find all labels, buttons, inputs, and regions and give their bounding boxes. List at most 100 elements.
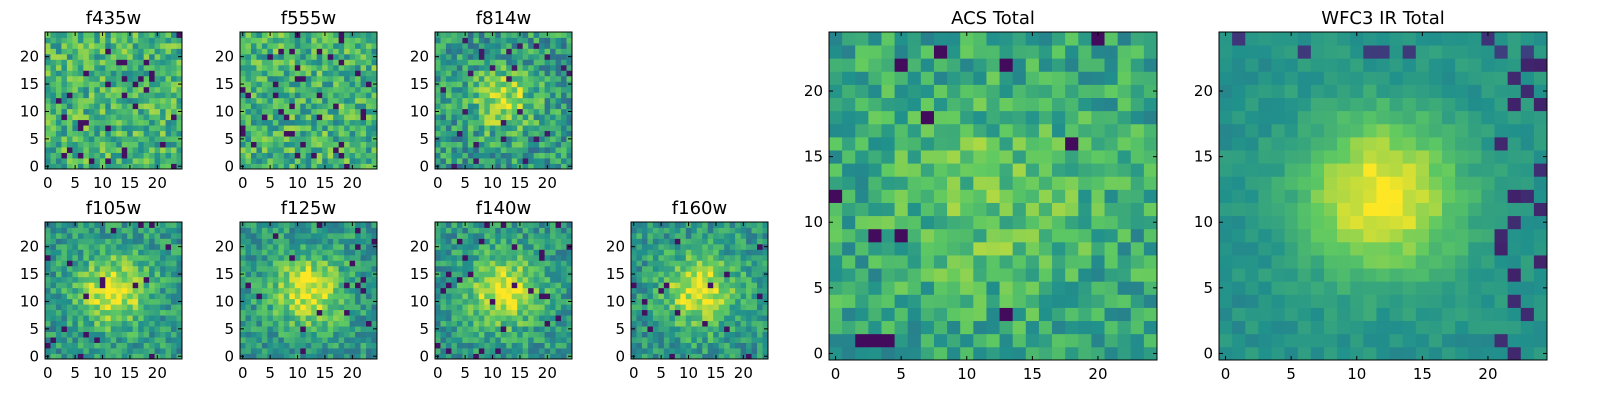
heatmap-cell — [550, 53, 556, 60]
heatmap-cell — [300, 86, 307, 93]
heatmap-cell — [1078, 189, 1092, 203]
heatmap-cell — [165, 260, 172, 267]
heatmap-cell — [669, 276, 676, 283]
heatmap-cell — [176, 152, 183, 159]
heatmap-cell — [495, 298, 502, 305]
heatmap-cell — [511, 158, 518, 164]
heatmap-cell — [66, 86, 73, 93]
heatmap-cell — [311, 108, 318, 115]
heatmap-cell — [322, 103, 329, 110]
heatmap-cell — [696, 232, 703, 239]
heatmap-cell — [316, 92, 323, 99]
heatmap-cell — [66, 114, 73, 121]
heatmap-cell — [522, 103, 529, 110]
heatmap-cell — [1025, 255, 1040, 269]
heatmap-cell — [467, 293, 474, 300]
heatmap-cell — [647, 293, 654, 300]
heatmap-cell — [550, 75, 556, 82]
heatmap-cell — [561, 130, 567, 137]
heatmap-cell — [105, 75, 112, 82]
heatmap-cell — [105, 282, 112, 289]
heatmap-cell — [338, 304, 345, 311]
heatmap-cell — [500, 158, 507, 164]
heatmap-cell — [138, 32, 145, 38]
heatmap-cell — [322, 331, 329, 338]
heatmap-cell — [663, 243, 670, 250]
heatmap-cell — [762, 249, 769, 256]
heatmap-cell — [881, 150, 895, 164]
heatmap-cell — [561, 152, 567, 159]
heatmap-cell — [138, 232, 145, 239]
heatmap-cell — [484, 152, 491, 159]
heatmap-cell — [322, 42, 329, 49]
heatmap-cell — [171, 119, 177, 126]
heatmap-cell — [973, 176, 987, 190]
heatmap-cell — [327, 260, 334, 267]
heatmap-cell — [691, 320, 698, 327]
heatmap-cell — [735, 331, 741, 338]
heatmap-cell — [718, 326, 725, 332]
heatmap-cell — [165, 232, 172, 239]
heatmap-cell — [1117, 255, 1132, 269]
heatmap-cell — [456, 64, 463, 71]
heatmap-cell — [143, 103, 150, 110]
heatmap-cell — [445, 265, 452, 272]
heatmap-cell — [99, 64, 106, 71]
heatmap-cell — [641, 326, 648, 332]
heatmap-cell — [94, 265, 101, 272]
heatmap-cell — [500, 32, 507, 38]
heatmap-cell — [278, 86, 285, 93]
heatmap-cell — [473, 59, 480, 66]
heatmap-cell — [355, 222, 361, 228]
heatmap-cell — [445, 136, 452, 142]
heatmap-cell — [371, 86, 378, 93]
heatmap-cell — [533, 320, 540, 327]
heatmap-cell — [842, 333, 856, 348]
heatmap-cell — [278, 304, 285, 311]
heatmap-cell — [55, 265, 62, 272]
heatmap-cell — [349, 342, 356, 349]
heatmap-cell — [311, 86, 318, 93]
heatmap-cell — [250, 75, 257, 82]
heatmap-cell — [550, 293, 556, 300]
heatmap-cell — [110, 276, 117, 283]
heatmap-cell — [467, 348, 474, 354]
heatmap-cell — [99, 309, 106, 316]
heatmap-cell — [110, 125, 117, 132]
heatmap-cell — [451, 64, 458, 71]
heatmap-cell — [256, 125, 263, 132]
heatmap-cell — [740, 232, 747, 239]
heatmap-cell — [500, 254, 507, 261]
heatmap-cell — [240, 227, 246, 234]
heatmap-cell — [294, 158, 301, 164]
heatmap-cell — [467, 326, 474, 332]
heatmap-cell — [165, 158, 172, 164]
heatmap-cell — [702, 238, 709, 245]
heatmap-cell — [1065, 281, 1079, 295]
heatmap-cell — [907, 241, 922, 256]
heatmap-cell — [171, 136, 177, 142]
heatmap-cell — [456, 326, 463, 332]
heatmap-cell — [451, 326, 458, 332]
heatmap-cell — [658, 342, 665, 349]
heatmap-cell — [550, 136, 556, 142]
heatmap-cell — [105, 59, 112, 66]
heatmap-cell — [467, 108, 474, 115]
heatmap-cell — [132, 64, 139, 71]
heatmap-cell — [829, 281, 843, 295]
heatmap-cell — [327, 298, 334, 305]
heatmap-cell — [550, 59, 556, 66]
heatmap-cell — [261, 320, 268, 327]
heatmap-cell — [143, 125, 150, 132]
heatmap-cell — [289, 227, 296, 234]
heatmap-cell — [440, 141, 447, 148]
heatmap-cell — [478, 103, 485, 110]
heatmap-cell — [245, 222, 252, 228]
heatmap-cell — [473, 53, 480, 60]
heatmap-cell — [171, 337, 177, 343]
heatmap-cell — [132, 353, 139, 360]
heatmap-cell — [289, 222, 296, 228]
heatmap-cell — [868, 320, 882, 335]
heatmap-cell — [261, 86, 268, 93]
heatmap-cell — [506, 342, 513, 349]
